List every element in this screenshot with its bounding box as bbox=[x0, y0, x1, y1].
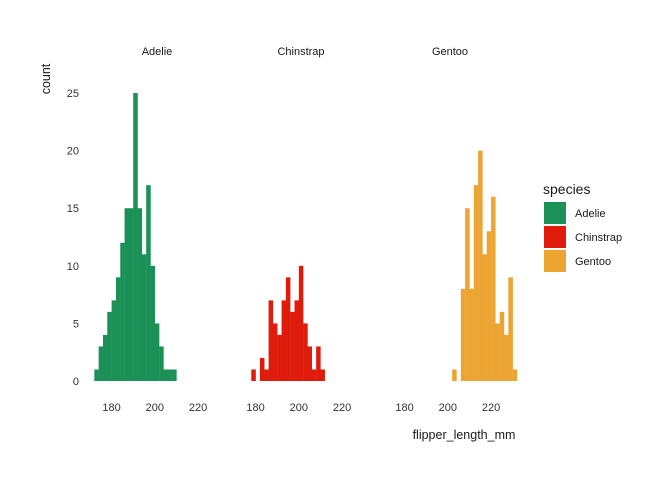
histogram-bar bbox=[172, 369, 177, 381]
x-tick-label: 220 bbox=[189, 402, 207, 414]
histogram-bar bbox=[491, 196, 496, 381]
histogram-bar bbox=[473, 185, 479, 381]
histogram-bar bbox=[311, 369, 317, 381]
histogram-bar bbox=[124, 208, 130, 381]
y-axis-title: count bbox=[39, 63, 53, 94]
histogram-bar bbox=[115, 277, 121, 381]
x-tick-label: 200 bbox=[439, 402, 457, 414]
histogram-bar bbox=[465, 208, 470, 381]
histogram-bar bbox=[512, 369, 518, 381]
x-tick-label: 200 bbox=[146, 402, 164, 414]
histogram-bar bbox=[98, 346, 104, 381]
y-tick-label: 5 bbox=[73, 318, 79, 330]
histogram-bar bbox=[307, 346, 312, 381]
histogram-bar bbox=[277, 334, 282, 381]
histogram-bar bbox=[102, 334, 108, 381]
facet-label: Adelie bbox=[142, 46, 173, 58]
histogram-bar bbox=[298, 265, 304, 381]
facet-adelie: Adelie 180 200 220 bbox=[94, 46, 207, 414]
histogram-bar bbox=[146, 185, 151, 381]
histogram-bar bbox=[316, 346, 321, 381]
histogram-bar bbox=[120, 242, 125, 381]
histogram-bar bbox=[294, 300, 300, 381]
histogram-bar bbox=[159, 346, 164, 381]
histogram-bar bbox=[320, 369, 325, 381]
y-tick-label: 10 bbox=[67, 261, 79, 273]
histogram-bar bbox=[486, 231, 492, 381]
legend-label: Chinstrap bbox=[575, 232, 622, 244]
histogram-bar bbox=[452, 369, 457, 381]
legend-entries: Adelie Chinstrap Gentoo bbox=[544, 202, 622, 272]
facet-gentoo: Gentoo 180 200 220 bbox=[395, 46, 518, 414]
x-tick-label: 180 bbox=[246, 402, 264, 414]
x-tick-label: 220 bbox=[333, 402, 351, 414]
histogram-bar bbox=[495, 323, 500, 381]
y-axis-ticks: 0 5 10 15 20 25 bbox=[67, 88, 79, 388]
histogram-bar bbox=[504, 334, 509, 381]
x-tick-label: 200 bbox=[290, 402, 308, 414]
histogram-bar bbox=[499, 311, 505, 381]
histogram-bar bbox=[469, 288, 474, 381]
facet-label: Gentoo bbox=[432, 46, 468, 58]
histogram-bar bbox=[94, 369, 99, 381]
histogram-bar bbox=[272, 323, 278, 381]
histogram-bar bbox=[290, 311, 295, 381]
legend-swatch bbox=[544, 226, 566, 248]
histogram-bar bbox=[460, 288, 466, 381]
histogram-bar bbox=[285, 277, 291, 381]
facet-panels: Adelie 180 200 220 Chinstrap 180 200 220 Gentoo 1… bbox=[94, 46, 518, 414]
histogram-bar bbox=[482, 254, 487, 381]
histogram-bar bbox=[107, 311, 112, 381]
histogram-bar bbox=[264, 369, 269, 381]
histogram-bar bbox=[259, 357, 265, 381]
histogram-bar bbox=[133, 93, 138, 381]
legend-label: Gentoo bbox=[575, 256, 611, 268]
histogram-bar bbox=[268, 300, 274, 381]
histogram-bar bbox=[281, 300, 287, 381]
histogram-bar bbox=[163, 369, 168, 381]
legend-title: species bbox=[543, 181, 590, 197]
legend-swatch bbox=[544, 250, 566, 272]
histogram-bar bbox=[478, 150, 483, 381]
facet-label: Chinstrap bbox=[277, 46, 324, 58]
histogram-bar bbox=[251, 369, 256, 381]
histogram-bar bbox=[141, 254, 147, 381]
histogram-bar bbox=[150, 265, 156, 381]
histogram-bar bbox=[508, 277, 513, 381]
histogram-bar bbox=[137, 208, 143, 381]
x-tick-label: 180 bbox=[395, 402, 413, 414]
histogram-bar bbox=[111, 300, 117, 381]
y-tick-label: 25 bbox=[67, 88, 79, 100]
legend: species Adelie Chinstrap Gentoo bbox=[543, 181, 622, 272]
x-tick-label: 220 bbox=[482, 402, 500, 414]
x-tick-label: 180 bbox=[102, 402, 120, 414]
legend-label: Adelie bbox=[575, 208, 606, 220]
y-tick-label: 20 bbox=[67, 146, 79, 158]
histogram-bar bbox=[154, 323, 160, 381]
legend-swatch bbox=[544, 202, 566, 224]
histogram-bar bbox=[167, 369, 173, 381]
histogram-bar bbox=[303, 323, 308, 381]
y-tick-label: 0 bbox=[73, 376, 79, 388]
y-tick-label: 15 bbox=[67, 203, 79, 215]
facet-chinstrap: Chinstrap 180 200 220 bbox=[246, 46, 351, 414]
x-axis-title: flipper_length_mm bbox=[413, 428, 516, 442]
histogram-bar bbox=[128, 208, 134, 381]
